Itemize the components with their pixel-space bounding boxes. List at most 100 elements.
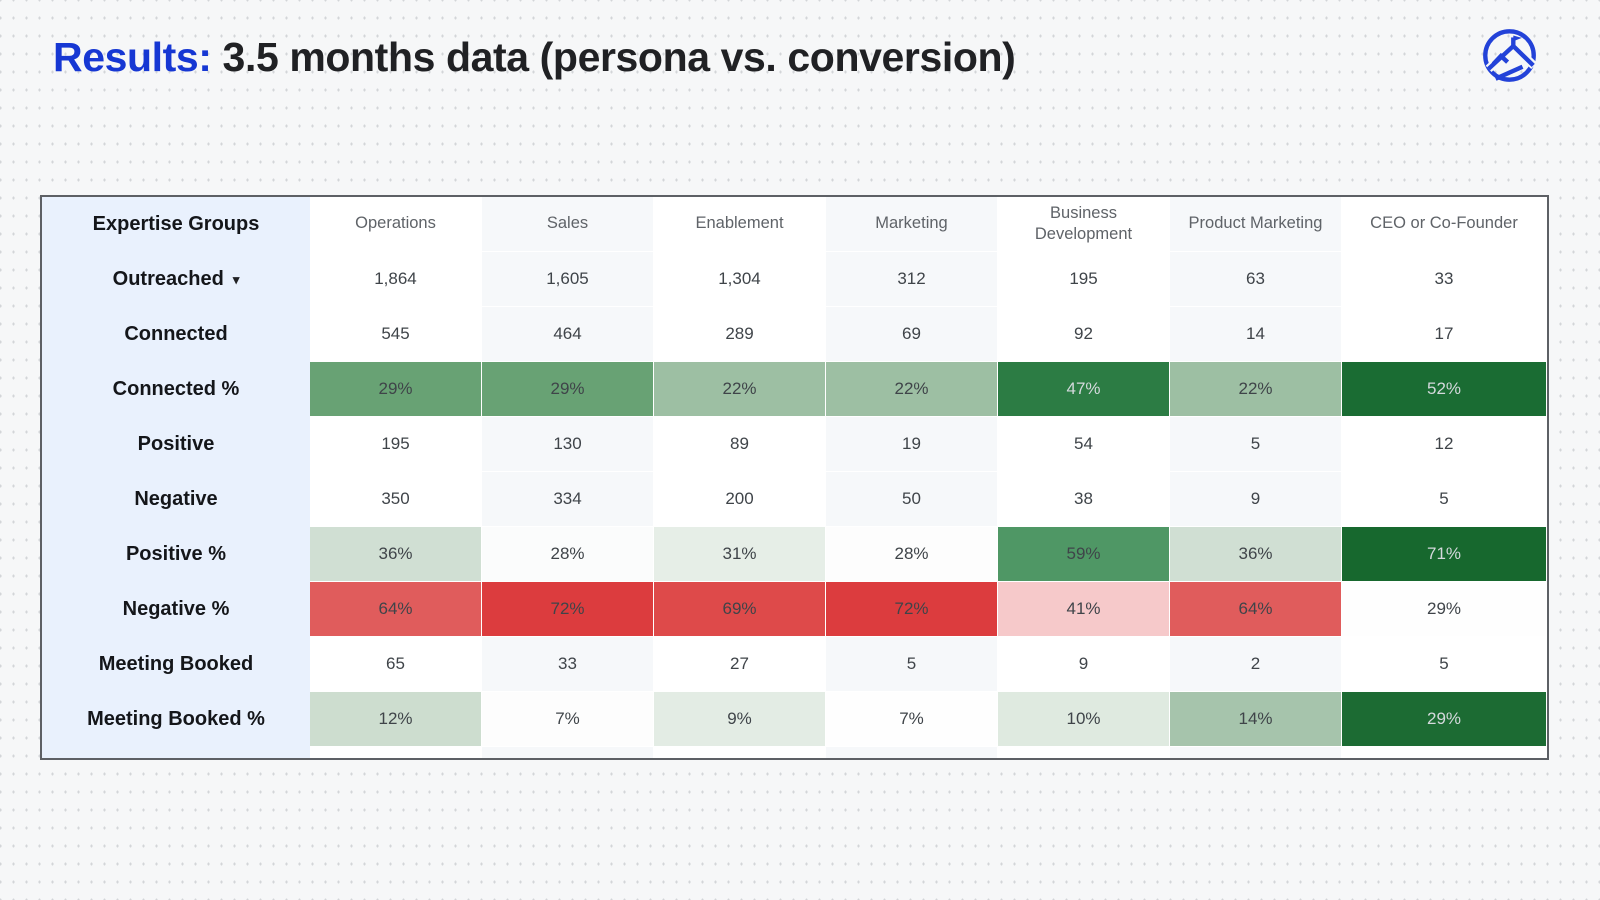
table-cell: 31% (654, 527, 826, 582)
table-cell: 200 (654, 472, 826, 527)
title-rest: 3.5 months data (persona vs. conversion) (211, 34, 1016, 80)
table-cell: 64% (1170, 582, 1342, 637)
row-label-text: Connected (124, 323, 228, 345)
row-label: Negative % (42, 582, 310, 637)
table-cell: 71% (1342, 527, 1547, 582)
row-label-text: Connected % (112, 378, 240, 400)
results-table: Expertise Groups Operations Sales Enablemen… (40, 195, 1549, 760)
table-cell: 29% (1342, 582, 1547, 637)
table-cell: 27 (654, 637, 826, 692)
table-cell: 47% (998, 362, 1170, 417)
row-label-text: Negative % (122, 598, 230, 620)
partial-row-cell (998, 747, 1170, 758)
table-cell: 464 (482, 307, 654, 362)
table-cell: 36% (1170, 527, 1342, 582)
table-cell: 1,304 (654, 252, 826, 307)
table-cell: 33 (482, 637, 654, 692)
outreached-dropdown-icon[interactable]: ▾ (232, 272, 240, 287)
table-cell: 14 (1170, 307, 1342, 362)
table-cell: 10% (998, 692, 1170, 747)
table-cell: 7% (482, 692, 654, 747)
column-header: Product Marketing (1170, 197, 1342, 252)
table-cell: 52% (1342, 362, 1547, 417)
table-cell: 63 (1170, 252, 1342, 307)
expertise-groups-header: Expertise Groups (42, 197, 310, 252)
table-cell: 22% (654, 362, 826, 417)
table-cell: 28% (826, 527, 998, 582)
table-cell: 38 (998, 472, 1170, 527)
column-header: CEO or Co-Founder (1342, 197, 1547, 252)
partial-row-cell (826, 747, 998, 758)
table-cell: 72% (482, 582, 654, 637)
table-cell: 5 (826, 637, 998, 692)
row-label-text: Positive (137, 433, 215, 455)
table-cell: 72% (826, 582, 998, 637)
table-cell: 41% (998, 582, 1170, 637)
table-cell: 54 (998, 417, 1170, 472)
table-cell: 22% (1170, 362, 1342, 417)
table-cell: 17 (1342, 307, 1547, 362)
table-cell: 19 (826, 417, 998, 472)
partial-row-cell (1170, 747, 1342, 758)
table-cell: 195 (998, 252, 1170, 307)
table-cell: 22% (826, 362, 998, 417)
table-cell: 5 (1342, 637, 1547, 692)
row-label: Connected % (42, 362, 310, 417)
partial-row-cell (310, 747, 482, 758)
table-cell: 65 (310, 637, 482, 692)
row-label: Connected (42, 307, 310, 362)
table-cell: 1,864 (310, 252, 482, 307)
table-cell: 12% (310, 692, 482, 747)
row-label-text: Negative (134, 488, 218, 510)
partial-row-cell (1342, 747, 1547, 758)
row-label-text: Positive % (125, 543, 227, 565)
column-header: Business Development (998, 197, 1170, 252)
row-label: Positive (42, 417, 310, 472)
table-cell: 195 (310, 417, 482, 472)
table-cell: 1,605 (482, 252, 654, 307)
table-cell: 350 (310, 472, 482, 527)
row-label: Meeting Booked % (42, 692, 310, 747)
row-label-text: Meeting Booked % (87, 708, 265, 730)
table-cell: 9 (998, 637, 1170, 692)
table-cell: 289 (654, 307, 826, 362)
table-cell: 36% (310, 527, 482, 582)
table-cell: 33 (1342, 252, 1547, 307)
table-cell: 9 (1170, 472, 1342, 527)
row-label: Positive % (42, 527, 310, 582)
table-cell: 14% (1170, 692, 1342, 747)
mountain-flag-logo-icon (1481, 27, 1538, 84)
column-header: Marketing (826, 197, 998, 252)
column-header: Sales (482, 197, 654, 252)
column-header: Operations (310, 197, 482, 252)
table-cell: 130 (482, 417, 654, 472)
table-cell: 64% (310, 582, 482, 637)
table-cell: 29% (482, 362, 654, 417)
column-header: Enablement (654, 197, 826, 252)
partial-row-label (42, 747, 310, 758)
table-cell: 50 (826, 472, 998, 527)
table-cell: 7% (826, 692, 998, 747)
table-cell: 92 (998, 307, 1170, 362)
table-cell: 89 (654, 417, 826, 472)
table-cell: 59% (998, 527, 1170, 582)
title-highlight: Results: (53, 34, 212, 80)
partial-row-cell (654, 747, 826, 758)
row-label: Meeting Booked (42, 637, 310, 692)
table-cell: 9% (654, 692, 826, 747)
table-cell: 12 (1342, 417, 1547, 472)
table-cell: 69 (826, 307, 998, 362)
table-cell: 5 (1342, 472, 1547, 527)
partial-row-cell (482, 747, 654, 758)
row-label-text: Meeting Booked (98, 653, 254, 675)
table-cell: 28% (482, 527, 654, 582)
table-cell: 545 (310, 307, 482, 362)
table-cell: 29% (310, 362, 482, 417)
table-cell: 312 (826, 252, 998, 307)
table-cell: 334 (482, 472, 654, 527)
row-label: Negative (42, 472, 310, 527)
table-cell: 29% (1342, 692, 1547, 747)
row-label-text: Outreached (112, 268, 224, 290)
row-label[interactable]: Outreached ▾ (42, 252, 310, 307)
table-cell: 5 (1170, 417, 1342, 472)
